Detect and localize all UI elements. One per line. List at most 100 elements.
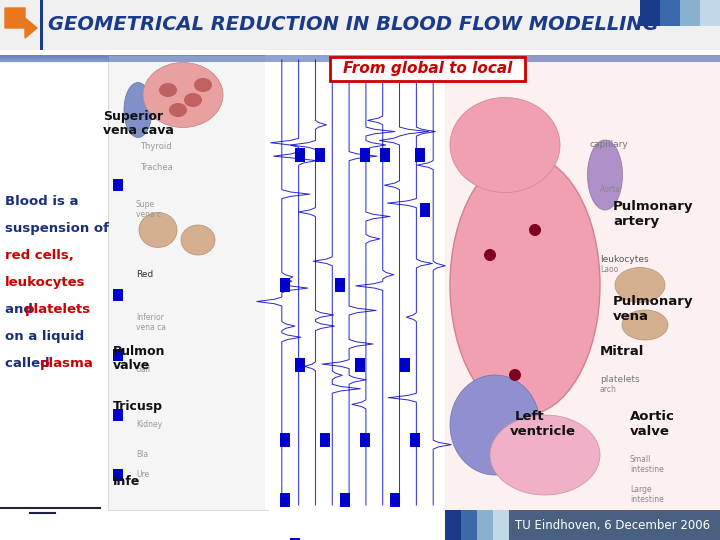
Text: Aortic: Aortic bbox=[630, 410, 675, 423]
Ellipse shape bbox=[450, 375, 540, 475]
Bar bbox=[380, 148, 390, 162]
Text: Aorta: Aorta bbox=[600, 185, 621, 194]
Bar bbox=[640, 0, 660, 26]
Bar bbox=[0, 57, 720, 59]
Ellipse shape bbox=[143, 63, 223, 127]
Text: Pulmonary
vena: Pulmonary vena bbox=[613, 295, 693, 323]
Text: Ure: Ure bbox=[136, 470, 149, 479]
Bar bbox=[280, 278, 290, 292]
Text: Kidney: Kidney bbox=[136, 420, 162, 429]
Text: Left: Left bbox=[515, 410, 544, 423]
Bar bbox=[400, 358, 410, 372]
Bar bbox=[330, 57, 525, 81]
Bar bbox=[280, 493, 290, 507]
Bar bbox=[390, 493, 400, 507]
Bar bbox=[113, 409, 123, 421]
Text: arch: arch bbox=[600, 385, 617, 394]
Ellipse shape bbox=[184, 93, 202, 107]
Text: red cells,: red cells, bbox=[5, 249, 74, 262]
Text: valve: valve bbox=[630, 425, 670, 438]
Text: Mitral: Mitral bbox=[600, 345, 644, 358]
Bar bbox=[335, 278, 345, 292]
Bar bbox=[360, 148, 370, 162]
Text: called: called bbox=[5, 357, 54, 370]
Text: Tricusp: Tricusp bbox=[113, 400, 163, 413]
Text: Pulmonary
artery: Pulmonary artery bbox=[613, 200, 693, 228]
Bar bbox=[108, 55, 268, 510]
Bar bbox=[265, 55, 450, 510]
Text: Infe: Infe bbox=[113, 475, 140, 488]
Ellipse shape bbox=[450, 98, 560, 192]
Text: Superior: Superior bbox=[103, 110, 163, 123]
Polygon shape bbox=[5, 8, 37, 38]
Text: leukocytes: leukocytes bbox=[600, 255, 649, 264]
Text: vena cava: vena cava bbox=[103, 124, 174, 137]
Bar bbox=[0, 55, 720, 62]
Bar bbox=[680, 0, 700, 26]
Text: Inferior
vena ca: Inferior vena ca bbox=[136, 313, 166, 333]
Bar bbox=[415, 148, 425, 162]
Bar bbox=[360, 433, 370, 447]
Bar bbox=[461, 510, 477, 540]
Circle shape bbox=[484, 249, 496, 261]
Ellipse shape bbox=[490, 415, 600, 495]
Text: plasma: plasma bbox=[40, 357, 94, 370]
Text: on a liquid: on a liquid bbox=[5, 330, 84, 343]
Text: Thyroid: Thyroid bbox=[140, 142, 171, 151]
Text: leukocytes: leukocytes bbox=[5, 276, 86, 289]
Circle shape bbox=[509, 369, 521, 381]
Text: platelets: platelets bbox=[600, 375, 639, 384]
Bar bbox=[700, 0, 720, 26]
Bar bbox=[0, 61, 720, 63]
Text: suspension of: suspension of bbox=[5, 222, 109, 235]
Ellipse shape bbox=[124, 83, 152, 138]
Ellipse shape bbox=[139, 213, 177, 247]
Bar bbox=[40, 0, 43, 50]
Ellipse shape bbox=[169, 103, 187, 117]
Bar bbox=[295, 358, 305, 372]
Ellipse shape bbox=[615, 267, 665, 302]
Bar bbox=[660, 0, 680, 26]
Bar bbox=[113, 349, 123, 361]
Text: From global to local: From global to local bbox=[343, 62, 512, 77]
Bar bbox=[493, 510, 509, 540]
Ellipse shape bbox=[622, 310, 668, 340]
Bar bbox=[0, 0, 720, 50]
Text: Bla: Bla bbox=[136, 450, 148, 459]
Text: Gall: Gall bbox=[136, 365, 151, 374]
Ellipse shape bbox=[181, 225, 215, 255]
Text: valve: valve bbox=[113, 359, 150, 372]
Text: GEOMETRICAL REDUCTION IN BLOOD FLOW MODELLING: GEOMETRICAL REDUCTION IN BLOOD FLOW MODE… bbox=[48, 16, 659, 35]
Bar bbox=[445, 510, 461, 540]
Bar bbox=[295, 148, 305, 162]
Circle shape bbox=[529, 224, 541, 236]
Bar bbox=[410, 433, 420, 447]
Text: Supe
vena c: Supe vena c bbox=[136, 200, 161, 219]
Bar bbox=[0, 55, 720, 57]
Text: and: and bbox=[5, 303, 37, 316]
Bar bbox=[113, 289, 123, 301]
Text: Pulmon: Pulmon bbox=[113, 345, 166, 358]
Bar bbox=[320, 433, 330, 447]
Bar bbox=[340, 493, 350, 507]
Ellipse shape bbox=[450, 155, 600, 415]
Text: Laoo: Laoo bbox=[600, 265, 618, 274]
Bar bbox=[477, 510, 493, 540]
Bar bbox=[509, 510, 720, 540]
Bar bbox=[355, 358, 365, 372]
Text: ventricle: ventricle bbox=[510, 425, 576, 438]
Text: Small
intestine: Small intestine bbox=[630, 455, 664, 475]
Bar bbox=[290, 538, 300, 540]
Text: Blood is a: Blood is a bbox=[5, 195, 78, 208]
Text: TU Eindhoven, 6 December 2006: TU Eindhoven, 6 December 2006 bbox=[515, 518, 710, 531]
Bar bbox=[420, 203, 430, 217]
Ellipse shape bbox=[194, 78, 212, 92]
Bar bbox=[0, 59, 720, 61]
Bar bbox=[315, 148, 325, 162]
Ellipse shape bbox=[588, 140, 623, 210]
Bar bbox=[113, 179, 123, 191]
Text: Trachea: Trachea bbox=[140, 163, 173, 172]
Text: Large
intestine: Large intestine bbox=[630, 485, 664, 504]
Bar bbox=[280, 433, 290, 447]
Text: Red: Red bbox=[136, 270, 153, 279]
